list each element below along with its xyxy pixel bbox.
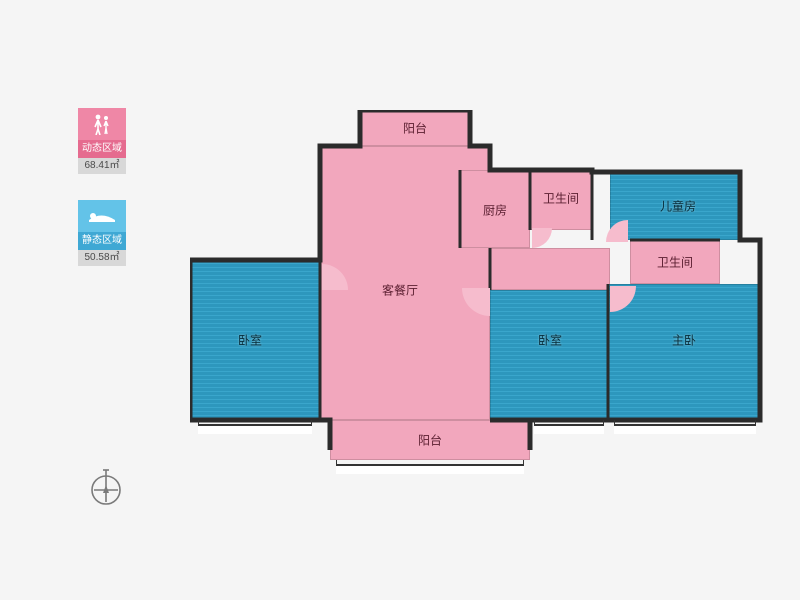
room-bedroom-mid [490, 290, 608, 420]
window-ledge-0 [198, 424, 312, 434]
room-balcony-top [360, 110, 470, 146]
window-ledge-1 [534, 424, 604, 434]
room-balcony-bottom [330, 420, 530, 460]
legend-static-value: 50.58㎡ [78, 250, 126, 266]
room-bath-1 [530, 170, 592, 230]
sleep-icon [78, 200, 126, 232]
room-master-bed [608, 284, 760, 420]
legend-static: 静态区域 50.58㎡ [78, 200, 126, 266]
floorplan: 阳台客餐厅厨房卫生间卫生间阳台儿童房卧室卧室主卧 [190, 110, 766, 450]
window-ledge-2 [614, 424, 756, 434]
room-bath-2 [630, 240, 720, 284]
room-kids-room [610, 172, 740, 240]
window-ledge-3 [336, 464, 524, 474]
compass-icon [86, 464, 126, 517]
legend-dynamic-value: 68.41㎡ [78, 158, 126, 174]
people-icon [78, 108, 126, 140]
canvas: 动态区域 68.41㎡ 静态区域 50.58㎡ 阳台客餐厅厨房卫生间卫生间阳台儿… [0, 0, 800, 600]
legend-dynamic-label: 动态区域 [78, 140, 126, 158]
room-kitchen [460, 170, 530, 248]
room-bedroom-left [190, 260, 320, 420]
room-hall-strip [490, 248, 610, 290]
legend-dynamic: 动态区域 68.41㎡ [78, 108, 126, 174]
legend-static-label: 静态区域 [78, 232, 126, 250]
